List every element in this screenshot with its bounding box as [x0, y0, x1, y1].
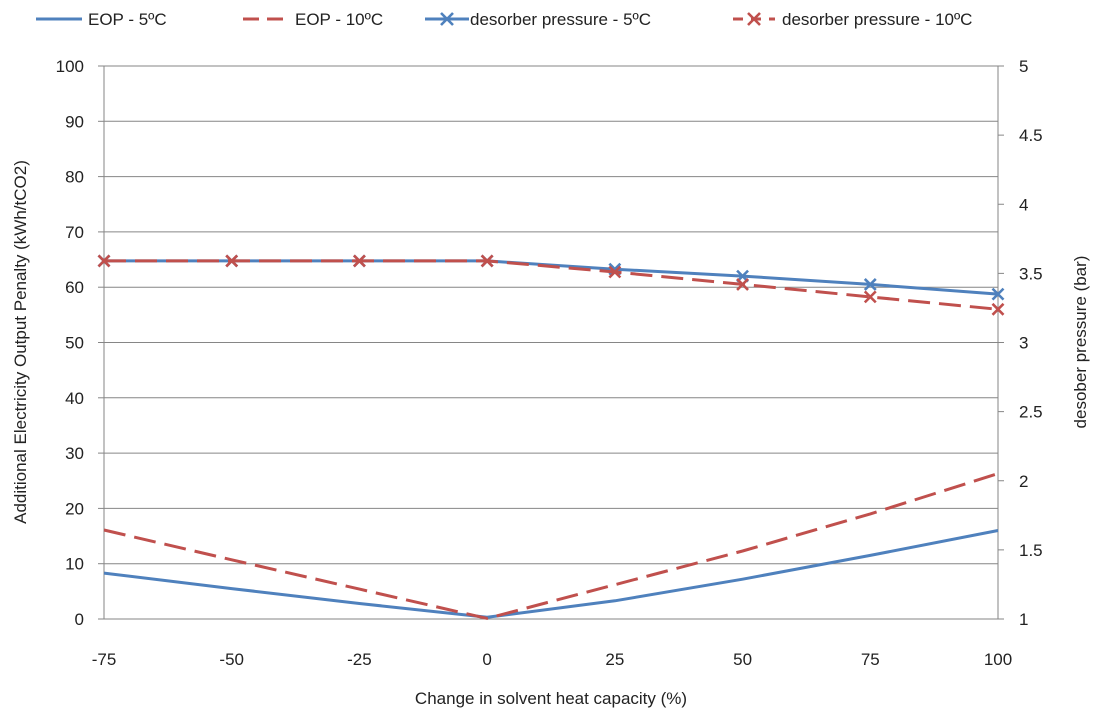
y2-tick-label: 5 [1019, 57, 1028, 76]
series-3 [97, 254, 1005, 316]
y-tick-label: 70 [65, 223, 84, 242]
legend-label-eop-5: EOP - 5ºC [88, 10, 167, 29]
y2-tick-label: 2 [1019, 472, 1028, 491]
data-point-marker [863, 278, 877, 291]
legend-item-desorber-5: desorber pressure - 5ºC [425, 10, 651, 29]
y-tick-label: 20 [65, 499, 84, 518]
legend-label-eop-10: EOP - 10ºC [295, 10, 383, 29]
data-point-marker [480, 254, 494, 268]
y2-axis-tick-labels: 1 1.5 2 2.5 3 3.5 4 4.5 5 [1019, 57, 1043, 629]
x-axis-title: Change in solvent heat capacity (%) [415, 689, 687, 708]
y-tick-label: 0 [75, 610, 84, 629]
legend-item-eop-5: EOP - 5ºC [36, 10, 167, 29]
legend: EOP - 5ºC EOP - 10ºC desorber pressure -… [36, 10, 972, 29]
x-tick-label: 75 [861, 650, 880, 669]
y2-tick-label: 3.5 [1019, 264, 1043, 283]
data-point-marker [991, 287, 1005, 301]
data-point-marker [353, 254, 366, 268]
data-point-marker [863, 290, 877, 304]
y2-tick-label: 4.5 [1019, 126, 1043, 145]
y-axis-title: Additional Electricity Output Penalty (k… [11, 160, 30, 524]
legend-label-desorber-10: desorber pressure - 10ºC [782, 10, 972, 29]
series-line-0 [103, 529, 999, 619]
y-tick-label: 10 [65, 555, 84, 574]
y2-tick-label: 2.5 [1019, 403, 1043, 422]
x-tick-label: 25 [605, 650, 624, 669]
x-tick-label: -75 [92, 650, 117, 669]
legend-label-desorber-5: desorber pressure - 5ºC [470, 10, 651, 29]
y-tick-label: 90 [65, 112, 84, 131]
gridlines [98, 65, 1004, 620]
legend-marker-desorber-5 [440, 12, 454, 26]
y-tick-label: 60 [65, 278, 84, 297]
y-tick-label: 30 [65, 444, 84, 463]
series-1 [103, 472, 999, 620]
y2-tick-label: 1.5 [1019, 541, 1043, 560]
x-tick-label: 50 [733, 650, 752, 669]
x-tick-label: -50 [219, 650, 244, 669]
x-tick-label: 0 [482, 650, 491, 669]
x-axis-tick-labels: -75 -50 -25 0 25 50 75 100 [92, 650, 1012, 669]
x-tick-label: 100 [984, 650, 1012, 669]
data-point-marker [225, 254, 239, 268]
y-tick-label: 100 [56, 57, 84, 76]
y-tick-label: 50 [65, 334, 84, 353]
data-point-marker [97, 254, 111, 268]
series-layer [97, 254, 1005, 620]
y-axis-tick-labels: 0 10 20 30 40 50 60 70 80 90 100 [56, 57, 84, 629]
x-tick-label: -25 [347, 650, 372, 669]
data-point-marker [991, 302, 1005, 316]
y-tick-label: 80 [65, 168, 84, 187]
data-point-marker [608, 265, 622, 279]
y2-tick-label: 1 [1019, 610, 1028, 629]
y2-axis-title: desober pressure (bar) [1071, 256, 1090, 429]
legend-item-eop-10: EOP - 10ºC [243, 10, 383, 29]
y2-tick-label: 3 [1019, 334, 1028, 353]
y-tick-label: 40 [65, 389, 84, 408]
series-0 [103, 529, 999, 619]
data-point-marker [736, 278, 749, 291]
series-line-1 [103, 472, 999, 620]
series-line-3 [104, 259, 999, 311]
y2-tick-label: 4 [1019, 195, 1028, 214]
legend-marker-desorber-10 [747, 12, 761, 26]
plot-area-border [103, 65, 999, 620]
legend-item-desorber-10: desorber pressure - 10ºC [733, 10, 972, 29]
